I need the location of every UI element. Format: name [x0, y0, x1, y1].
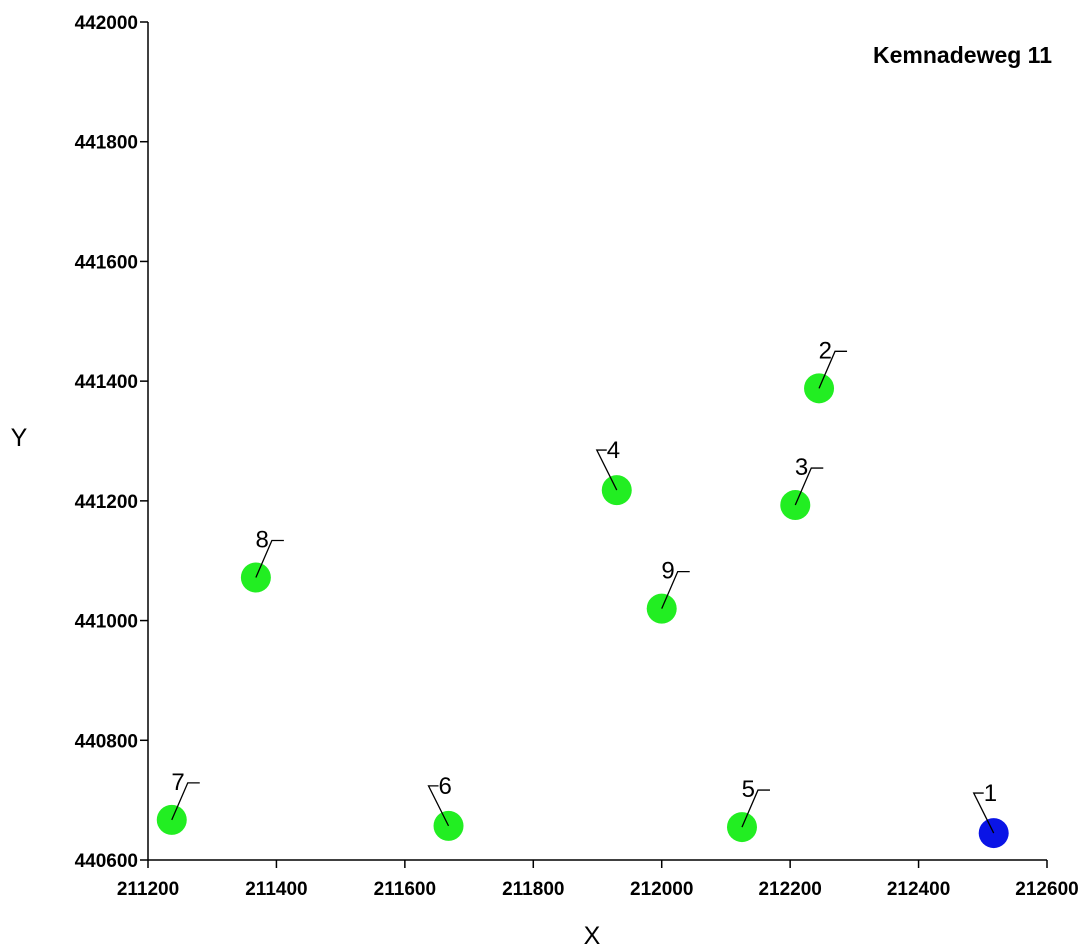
data-point-7: 7	[156, 769, 200, 835]
x-tick-label: 212400	[887, 879, 950, 900]
x-tick-label: 212600	[1015, 879, 1078, 900]
leader-line	[794, 467, 824, 506]
point-label: 5	[742, 776, 755, 803]
y-tick-label: 440800	[75, 731, 138, 752]
leader-line	[661, 570, 690, 609]
leader-line	[741, 789, 770, 828]
point-label: 8	[256, 526, 269, 553]
x-tick-label: 211200	[117, 879, 179, 900]
point-marker	[240, 562, 271, 593]
point-label: 1	[984, 780, 997, 807]
y-tick-label: 441600	[75, 252, 138, 273]
x-tick-label: 211800	[502, 879, 564, 900]
point-label: 2	[819, 337, 832, 364]
data-point-3: 3	[780, 454, 824, 521]
chart-title: Kemnadeweg 11	[873, 42, 1052, 68]
x-tick-label: 211400	[245, 879, 307, 900]
point-label: 9	[661, 558, 674, 585]
y-tick-label: 440600	[75, 851, 138, 872]
x-axis: 211200 211400 211600 211800 212000 212200 2124…	[117, 859, 1079, 900]
point-label: 3	[795, 454, 808, 481]
y-axis: 440600 440800 441000 441200 441400 441600 4418…	[75, 13, 149, 872]
data-points: 1 2 3 4 5 6 7 8 9	[156, 337, 1009, 849]
y-tick-label: 441800	[75, 133, 138, 154]
data-point-5: 5	[726, 776, 770, 843]
leader-line	[972, 792, 995, 834]
leader-line	[171, 782, 200, 821]
x-tick-label: 211600	[374, 879, 436, 900]
x-tick-label: 212200	[758, 879, 821, 900]
point-label: 7	[171, 769, 184, 796]
x-axis-title: X	[584, 922, 601, 949]
data-point-4: 4	[595, 437, 632, 506]
y-axis-title: Y	[11, 424, 28, 452]
data-point-6: 6	[427, 773, 464, 841]
y-tick-label: 441400	[75, 372, 138, 393]
data-point-1: 1	[972, 780, 1009, 849]
x-tick-label: 212000	[630, 879, 693, 900]
point-label: 4	[607, 437, 620, 464]
leader-line	[427, 785, 450, 827]
data-point-8: 8	[240, 526, 284, 593]
leader-line	[818, 350, 848, 389]
y-tick-label: 441200	[75, 492, 138, 513]
point-label: 6	[439, 773, 452, 800]
leader-line	[595, 449, 618, 491]
y-tick-label: 442000	[75, 13, 138, 34]
data-point-2: 2	[804, 337, 848, 404]
leader-line	[255, 539, 284, 578]
data-point-9: 9	[646, 558, 690, 624]
y-tick-label: 441000	[75, 612, 138, 633]
